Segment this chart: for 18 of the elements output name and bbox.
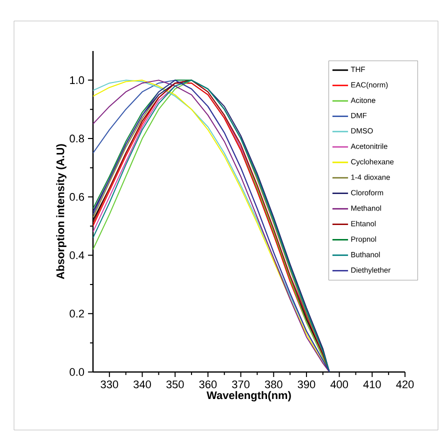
x-tick-label: 360 — [199, 380, 217, 388]
x-tick-label: 340 — [134, 380, 151, 388]
x-tick-label: 350 — [166, 380, 184, 388]
x-tick-label: 370 — [232, 380, 250, 388]
y-tick-label: 0.6 — [70, 193, 84, 201]
y-tick-label: 1.0 — [70, 76, 84, 84]
x-tick-label: 330 — [100, 380, 118, 388]
y-tick-label: 0.2 — [70, 310, 84, 318]
y-tick-label: 0.4 — [70, 251, 84, 260]
y-tick-label: 0.0 — [70, 368, 84, 376]
x-axis-title: Wavelength(nm) — [206, 391, 291, 402]
y-tick-label: 0.8 — [70, 134, 84, 142]
x-tick-label: 380 — [264, 380, 282, 388]
x-tick-label: 390 — [298, 380, 316, 388]
y-axis-title: Absorption intensity (A.U) — [56, 144, 66, 280]
x-tick-label: 420 — [396, 380, 414, 388]
x-tick-label: 410 — [363, 380, 381, 388]
x-tick-label: 400 — [330, 380, 348, 388]
